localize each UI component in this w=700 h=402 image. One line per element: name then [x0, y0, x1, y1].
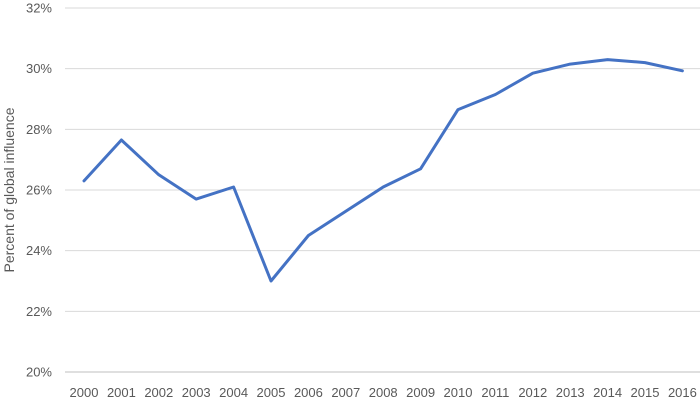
- x-tick-label: 2006: [294, 385, 323, 400]
- x-tick-label: 2016: [668, 385, 697, 400]
- y-tick-label: 28%: [26, 122, 52, 137]
- x-tick-label: 2012: [518, 385, 547, 400]
- x-tick-label: 2001: [107, 385, 136, 400]
- x-tick-label: 2015: [631, 385, 660, 400]
- x-tick-label: 2005: [257, 385, 286, 400]
- x-tick-label: 2003: [182, 385, 211, 400]
- y-tick-label: 20%: [26, 365, 52, 380]
- x-tick-label: 2011: [481, 385, 509, 400]
- y-axis-tick-labels: 20% 22% 24% 26% 28% 30% 32%: [26, 1, 52, 380]
- gridlines: [65, 7, 700, 373]
- series-line: [82, 58, 684, 283]
- y-tick-label: 22%: [26, 304, 52, 319]
- x-tick-label: 2007: [331, 385, 360, 400]
- y-tick-label: 32%: [26, 1, 52, 16]
- x-tick-label: 2014: [593, 385, 622, 400]
- x-tick-label: 2004: [219, 385, 248, 400]
- y-tick-label: 26%: [26, 183, 52, 198]
- y-axis-title: Percent of global influence: [1, 107, 17, 272]
- x-tick-label: 2009: [406, 385, 435, 400]
- y-tick-label: 24%: [26, 243, 52, 258]
- x-tick-label: 2010: [444, 385, 473, 400]
- x-axis-tick-labels: 2000 2001 2002 2003 2004 2005 2006 2007 2008 2009…: [70, 385, 697, 400]
- series-lines: [82, 58, 684, 283]
- x-tick-label: 2000: [70, 385, 99, 400]
- x-tick-label: 2008: [369, 385, 398, 400]
- y-tick-label: 30%: [26, 61, 52, 76]
- x-tick-label: 2002: [144, 385, 173, 400]
- x-tick-label: 2013: [556, 385, 585, 400]
